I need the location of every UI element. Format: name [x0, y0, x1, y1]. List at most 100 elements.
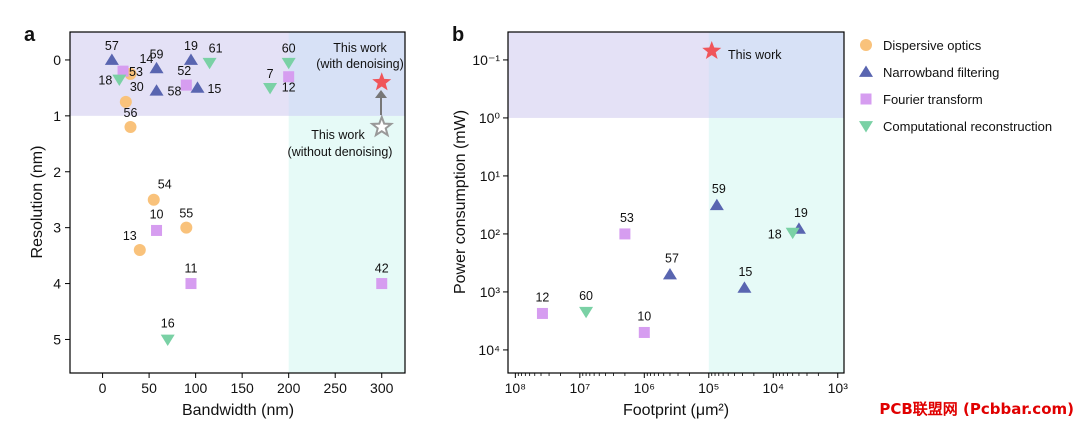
panel-a-y-tick-label: 0 — [53, 52, 61, 68]
panel-a-point-label-57: 57 — [105, 39, 119, 53]
panel-a-x-tick-label: 50 — [141, 380, 157, 396]
panel-a-point-label-19: 19 — [184, 39, 198, 53]
panel-a-point-59 — [149, 61, 164, 74]
panel-b-point-label-60: 60 — [579, 289, 593, 303]
panel-a-y-tick-label: 5 — [53, 331, 61, 347]
panel-a-point-57 — [104, 53, 119, 65]
panel-a-point-label-61: 61 — [209, 42, 223, 56]
panel-b-point-53 — [619, 228, 631, 240]
panel-a-point-label-13: 13 — [123, 229, 137, 243]
panel-b-point-label-59: 59 — [712, 182, 726, 196]
panel-a-shaded-region — [288, 32, 405, 116]
panel-a-point-18 — [112, 74, 127, 87]
this-work-without-label-line2: (without denoising) — [288, 145, 393, 159]
panel-a-point-label-42: 42 — [375, 262, 389, 276]
watermark: PCB联盟网 (Pcbbar.com) — [879, 400, 1074, 418]
panel-b-point-label-12: 12 — [535, 290, 549, 304]
panel-b-point-label-15: 15 — [738, 265, 752, 279]
panel-a-point-42 — [376, 278, 388, 290]
this-work-star-b — [702, 40, 722, 60]
panel-a-shaded-region — [288, 115, 405, 373]
panel-b-shaded-region — [708, 117, 844, 373]
panel-a-annotations: This work (with denoising) This work (wi… — [288, 41, 404, 159]
legend-label: Narrowband filtering — [883, 65, 999, 80]
panel-b-point-label-57: 57 — [665, 251, 679, 265]
panel-b-point-59 — [709, 198, 724, 211]
panel-b-shaded-region — [708, 32, 844, 118]
panel-a-point-12 — [283, 71, 295, 83]
panel-b-x-tick-label: 10⁴ — [762, 380, 784, 396]
panel-a-point-13 — [133, 244, 146, 257]
panel-a-point-16 — [160, 334, 175, 346]
panel-a-point-58 — [149, 84, 164, 96]
panel-a-point-54 — [147, 193, 160, 206]
panel-a-point-7 — [263, 83, 278, 95]
panel-a-point-label-59: 59 — [150, 47, 164, 61]
panel-a-point-label-30: 30 — [130, 80, 144, 94]
panel-b-point-12 — [536, 307, 548, 319]
panel-b-point-label-53: 53 — [620, 211, 634, 225]
panel-a-point-55 — [180, 221, 193, 234]
panel-b-chart: 10⁸ 10⁷ 10⁶ 10⁵ 10⁴ 10³ 10⁻¹ 10⁰ 10¹ 10² 10³ 10⁴ 59… — [452, 31, 849, 419]
panel-b-x-tick-label: 10⁶ — [634, 380, 655, 396]
panel-b-x-tick-label: 10³ — [828, 380, 849, 396]
panel-b-data-marks: 59 57 15 19 53 12 10 18 60 — [535, 40, 808, 338]
panel-b-point-label-10: 10 — [637, 309, 651, 323]
panel-b-point-60 — [579, 306, 594, 319]
panel-a-point-label-11: 11 — [184, 262, 197, 276]
this-work-with-label-line1: This work — [333, 41, 387, 55]
panel-b-point-18 — [785, 227, 800, 240]
panel-a-plot-frame — [69, 31, 406, 374]
panel-b-y-tick-label: 10⁰ — [479, 110, 501, 126]
panel-a-point-label-16: 16 — [161, 316, 175, 330]
legend-marker-triangle-up — [859, 65, 873, 77]
panel-a-point-10 — [151, 224, 163, 236]
panel-label-b: b — [452, 24, 464, 46]
panel-b-y-tick-label: 10² — [480, 226, 501, 242]
panel-b-y-tick-label: 10³ — [480, 284, 501, 300]
legend-label: Dispersive optics — [883, 38, 982, 53]
panel-b-point-label-18: 18 — [768, 228, 782, 242]
this-work-without-label-line1: This work — [311, 128, 365, 142]
panel-a-y-axis-label: Resolution (nm) — [29, 146, 46, 259]
panel-a-point-label-52: 52 — [177, 64, 191, 78]
panel-b-x-tick-label: 10⁷ — [570, 380, 591, 396]
panel-a-point-label-10: 10 — [150, 207, 164, 221]
panel-a-x-tick-label: 250 — [324, 380, 348, 396]
panel-b-y-tick-label: 10⁴ — [478, 342, 500, 358]
panel-a-x-tick-label: 200 — [277, 380, 301, 396]
panel-a-point-label-58: 58 — [168, 85, 182, 99]
panel-b-x-axis-label: Footprint (μm²) — [623, 402, 729, 419]
panel-label-a: a — [24, 24, 36, 46]
panel-a-point-11 — [185, 278, 197, 290]
panel-a-point-53 — [117, 65, 129, 77]
panel-a-point-label-53: 53 — [129, 65, 143, 79]
legend-label: Computational reconstruction — [883, 119, 1052, 134]
panel-a-point-label-60: 60 — [282, 42, 296, 56]
panel-b-y-axis-label: Power consumption (mW) — [452, 110, 469, 294]
panel-a-x-tick-label: 300 — [370, 380, 394, 396]
improvement-arrow-head — [375, 90, 387, 98]
panel-a-point-61 — [202, 57, 217, 70]
panel-a-point-30 — [119, 95, 132, 108]
this-work-with-denoising-star — [372, 72, 392, 91]
panel-b-y-tick-label: 10⁻¹ — [472, 52, 500, 68]
panel-a-x-axis-label: Bandwidth (nm) — [182, 402, 294, 419]
this-work-without-denoising-star — [369, 114, 394, 138]
legend-marker-square — [860, 93, 872, 105]
panel-a-point-label-12: 12 — [282, 81, 296, 95]
panel-b-x-tick-label: 10⁸ — [505, 380, 527, 396]
panel-b-point-15 — [737, 281, 752, 293]
panel-b-point-57 — [662, 267, 677, 280]
panel-a-point-label-56: 56 — [124, 106, 138, 120]
panel-b-y-tick-label: 10¹ — [480, 168, 501, 184]
panel-a-point-label-18: 18 — [98, 74, 112, 88]
panel-a-point-label-54: 54 — [158, 178, 172, 192]
this-work-label-b: This work — [728, 48, 782, 62]
panel-a-x-tick-label: 0 — [99, 380, 107, 396]
panel-b-shading — [508, 32, 844, 373]
panel-a-point-label-15: 15 — [207, 82, 221, 96]
